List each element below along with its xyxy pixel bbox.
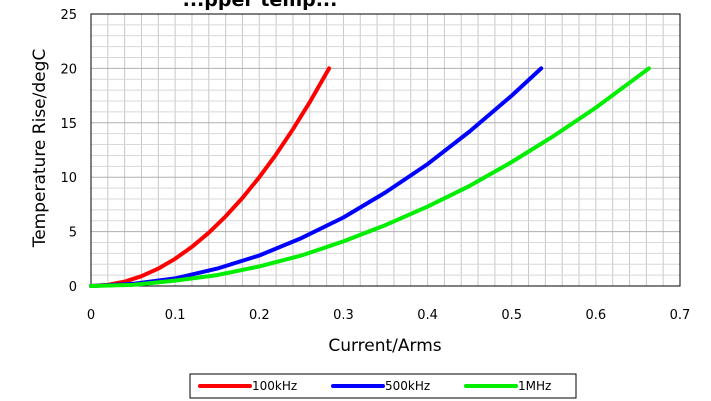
x-tick-label: 0.1 [165, 308, 186, 323]
grid [91, 14, 680, 286]
chart-title: ...pper temp... [183, 0, 338, 11]
y-tick-label: 25 [60, 8, 77, 23]
legend-label: 500kHz [385, 379, 430, 393]
plot-frame [90, 13, 681, 287]
y-tick-label: 15 [60, 117, 77, 132]
x-tick-label: 0.6 [586, 308, 607, 323]
x-tick-label: 0.5 [501, 308, 522, 323]
x-tick-label: 0.4 [417, 308, 438, 323]
y-axis-label: Temperature Rise/degC [30, 49, 50, 249]
y-tick-labels: 0 5 10 15 20 25 [60, 8, 77, 295]
x-tick-label: 0.3 [333, 308, 354, 323]
x-tick-label: 0.2 [249, 308, 270, 323]
y-tick-label: 20 [60, 62, 77, 77]
legend-label: 1MHz [518, 379, 551, 393]
y-tick-label: 5 [69, 226, 77, 241]
x-axis-label: Current/Arms [328, 336, 441, 356]
legend-label: 100kHz [252, 379, 297, 393]
x-tick-label: 0 [87, 308, 95, 323]
x-tick-labels: 0 0.1 0.2 0.3 0.4 0.5 0.6 0.7 [87, 308, 690, 323]
y-tick-label: 0 [69, 280, 77, 295]
series-line-1mhz [89, 66, 651, 288]
series-group [89, 66, 651, 288]
series-line-500khz [89, 66, 544, 288]
y-tick-label: 10 [60, 171, 77, 186]
x-tick-label: 0.7 [670, 308, 691, 323]
legend: 100kHz 500kHz 1MHz [189, 373, 577, 399]
series-line-100khz [89, 66, 332, 288]
